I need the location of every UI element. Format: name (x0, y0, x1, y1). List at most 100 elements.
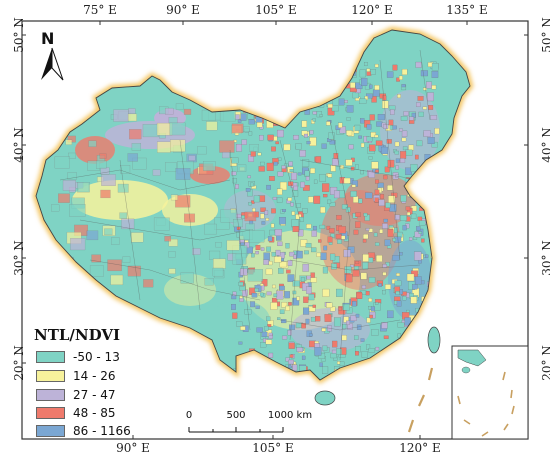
county-cell (128, 108, 136, 115)
county-cell (358, 198, 363, 204)
county-cell (264, 326, 269, 331)
county-cell (237, 119, 242, 123)
county-cell (232, 253, 247, 265)
left-latitude-label: 30° N (11, 240, 26, 276)
county-cell (388, 119, 394, 126)
county-cell (369, 144, 376, 152)
county-cell (323, 74, 330, 81)
county-cell (129, 129, 142, 140)
county-cell (231, 304, 236, 310)
county-cell (238, 281, 244, 286)
county-cell (432, 291, 439, 296)
county-cell (376, 121, 383, 127)
county-cell (374, 197, 379, 203)
county-cell (360, 118, 365, 124)
county-cell (322, 345, 328, 351)
county-cell (355, 313, 360, 318)
county-cell (396, 300, 402, 307)
county-cell (277, 188, 283, 195)
county-cell (251, 353, 257, 360)
county-cell (279, 285, 285, 291)
county-cell (427, 137, 435, 144)
county-cell (428, 197, 436, 204)
county-cell (294, 77, 299, 83)
county-cell (67, 172, 77, 180)
county-cell (260, 283, 264, 286)
county-cell (368, 84, 373, 89)
county-cell (231, 157, 239, 164)
county-cell (346, 130, 353, 136)
county-cell (271, 146, 276, 152)
county-cell (368, 228, 373, 233)
county-cell (374, 134, 379, 138)
county-cell (238, 341, 243, 345)
county-cell (268, 352, 274, 358)
county-cell (331, 105, 339, 112)
county-cell (370, 132, 376, 138)
county-cell (395, 165, 399, 170)
county-cell (274, 256, 282, 263)
scale-bar-label: 0 (185, 410, 193, 421)
county-cell (245, 81, 250, 87)
county-cell (302, 185, 310, 191)
county-cell (277, 62, 282, 67)
county-cell (420, 348, 425, 355)
county-cell (378, 199, 385, 207)
county-cell (346, 105, 354, 113)
county-cell (279, 217, 286, 225)
county-cell (374, 64, 379, 68)
county-cell (389, 204, 397, 212)
county-cell (257, 96, 264, 105)
county-cell (281, 302, 288, 308)
county-cell (291, 172, 297, 181)
county-cell (175, 195, 191, 208)
legend-swatch (36, 351, 65, 363)
county-cell (286, 71, 294, 80)
county-cell (433, 316, 439, 324)
county-cell (394, 357, 400, 363)
county-cell (375, 169, 379, 173)
county-cell (248, 202, 252, 206)
county-cell (239, 295, 243, 299)
county-cell (235, 213, 242, 218)
county-cell (197, 146, 207, 155)
county-cell (306, 286, 312, 294)
county-cell (399, 128, 403, 132)
top-longitude-label: 105° E (255, 3, 297, 17)
legend-swatch (36, 389, 65, 401)
county-cell (382, 272, 387, 276)
county-cell (246, 81, 252, 85)
county-cell (282, 209, 286, 212)
county-cell (323, 61, 328, 66)
county-cell (68, 152, 76, 159)
county-cell (382, 95, 387, 101)
county-cell (368, 171, 375, 178)
county-cell (346, 117, 351, 121)
county-cell (342, 324, 347, 329)
county-cell (279, 76, 283, 81)
county-cell (287, 197, 292, 202)
county-cell (101, 174, 116, 186)
county-cell (288, 342, 295, 349)
county-cell (268, 93, 273, 99)
county-cell (400, 215, 407, 221)
county-cell (262, 101, 269, 106)
county-cell (370, 69, 376, 75)
county-cell (311, 230, 317, 237)
county-cell (336, 288, 343, 297)
county-cell (319, 114, 323, 117)
county-cell (168, 268, 176, 274)
county-cell (326, 225, 331, 230)
county-cell (338, 307, 342, 311)
county-cell (258, 166, 265, 172)
county-cell (259, 135, 264, 141)
county-cell (249, 230, 265, 243)
county-cell (120, 165, 131, 174)
county-cell (254, 356, 262, 366)
county-cell (274, 112, 282, 120)
county-cell (288, 59, 295, 66)
legend-title: NTL/NDVI (34, 326, 121, 344)
county-cell (331, 76, 337, 80)
county-cell (381, 146, 389, 155)
county-cell (303, 296, 309, 303)
